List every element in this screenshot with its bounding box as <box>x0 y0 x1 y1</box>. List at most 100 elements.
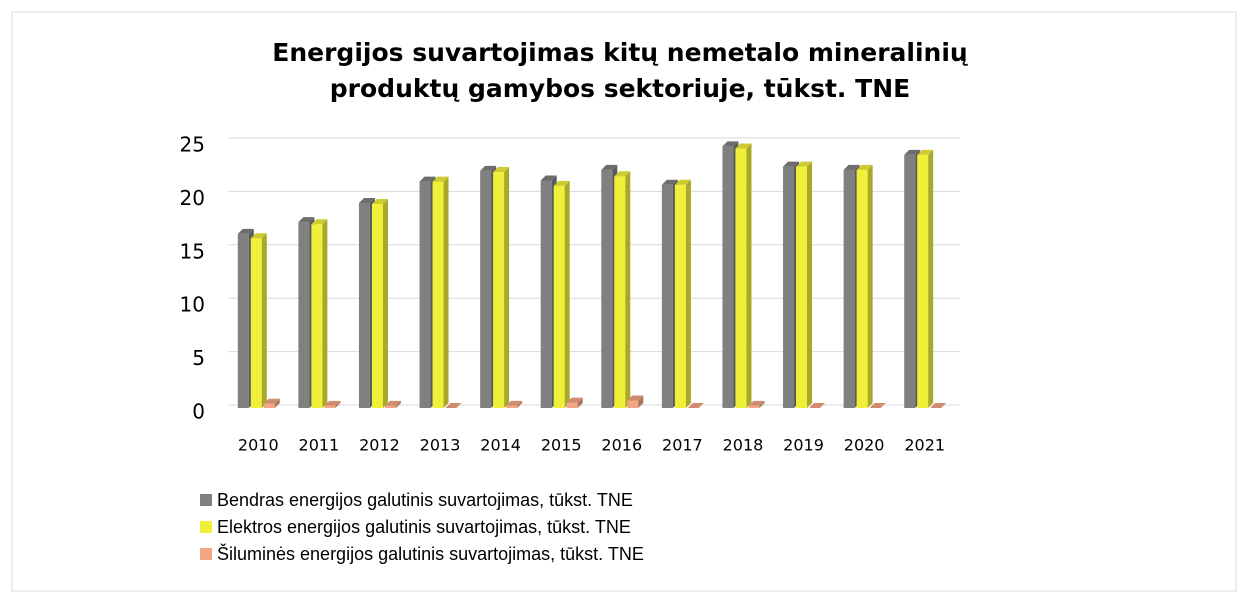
y-tick-label: 0 <box>192 400 205 424</box>
bar-top <box>930 403 947 408</box>
bar-side <box>867 164 873 408</box>
bar-front <box>263 403 275 408</box>
bar <box>809 403 826 409</box>
bar-front <box>856 169 868 408</box>
bar-front <box>661 184 673 408</box>
bar-side <box>685 179 691 408</box>
bar-front <box>904 154 916 408</box>
x-tick-label: 2014 <box>480 436 521 455</box>
bar-front <box>358 202 370 408</box>
bar-top <box>250 233 267 239</box>
legend-label: Elektros energijos galutinis suvartojima… <box>217 517 631 537</box>
bar <box>384 400 401 408</box>
bar <box>324 400 341 408</box>
legend-label: Šiluminės energijos galutinis suvartojim… <box>217 543 644 564</box>
x-tick-label: 2012 <box>359 436 400 455</box>
bar-top <box>722 141 739 147</box>
bar-top <box>627 395 644 401</box>
x-tick-label: 2019 <box>783 436 824 455</box>
bar <box>796 161 813 408</box>
y-tick-label: 25 <box>180 133 205 157</box>
bar-top <box>809 403 826 408</box>
bar-front <box>298 222 310 408</box>
y-tick-label: 15 <box>180 239 205 263</box>
bar-side <box>274 398 280 408</box>
bar-top <box>856 164 873 170</box>
bar-top <box>419 176 436 182</box>
bar-front <box>917 154 929 408</box>
bar-top <box>661 179 678 185</box>
bar-top <box>674 179 691 185</box>
bar <box>371 199 388 408</box>
x-tick-label: 2015 <box>541 436 582 455</box>
bar <box>917 149 934 408</box>
bar-top <box>384 400 401 406</box>
bar-top <box>358 197 375 203</box>
bar-top <box>493 166 510 172</box>
bar-front <box>371 204 383 408</box>
bar-front <box>601 169 613 408</box>
bar-top <box>237 228 254 234</box>
bar-front <box>506 405 518 408</box>
bar <box>263 398 280 408</box>
bar-side <box>807 161 813 408</box>
bar <box>856 164 873 408</box>
bar <box>493 166 510 408</box>
y-tick-label: 20 <box>180 186 205 210</box>
bar <box>674 179 691 408</box>
bar <box>748 400 765 408</box>
bar-front <box>419 181 431 408</box>
x-tick-label: 2020 <box>844 436 885 455</box>
bar-front <box>748 405 760 408</box>
legend-swatch <box>200 548 212 560</box>
bar-top <box>748 400 765 406</box>
bar-top <box>843 164 860 170</box>
bar-side <box>759 400 765 408</box>
bar-front <box>735 148 747 408</box>
bar-front <box>783 166 795 408</box>
bar <box>566 397 583 408</box>
y-tick-label: 5 <box>192 346 205 370</box>
legend-label: Bendras energijos galutinis suvartojimas… <box>217 490 633 510</box>
bar-front <box>796 166 808 408</box>
bar <box>627 395 644 408</box>
bar-top <box>432 176 449 182</box>
x-tick-label: 2011 <box>299 436 340 455</box>
bar-top <box>553 180 570 186</box>
bar-side <box>382 199 388 408</box>
bar-side <box>625 171 631 408</box>
bar-front <box>674 184 686 408</box>
legend-swatch <box>200 494 212 506</box>
bar-top <box>614 171 631 177</box>
bar-front <box>432 181 444 408</box>
bar <box>553 180 570 408</box>
bar-top <box>904 149 921 155</box>
bar-top <box>480 165 497 171</box>
bar-front <box>311 224 323 408</box>
bar <box>735 143 752 408</box>
bar-side <box>504 166 510 408</box>
bar-front <box>250 238 262 408</box>
x-tick-label: 2017 <box>662 436 703 455</box>
bar-top <box>687 403 704 408</box>
bar-top <box>735 143 752 149</box>
bar-side <box>577 397 583 408</box>
bar-front <box>540 180 552 408</box>
bar-side <box>564 180 570 408</box>
bar <box>445 403 462 409</box>
bar-top <box>601 164 618 170</box>
bar <box>250 233 267 408</box>
bar-front <box>843 169 855 408</box>
bar-top <box>917 149 934 155</box>
bar <box>506 400 523 408</box>
bar-top <box>311 219 328 225</box>
x-tick-label: 2016 <box>601 436 642 455</box>
bar-side <box>746 143 752 408</box>
bar <box>311 219 328 408</box>
bar-side <box>517 400 523 408</box>
bar-front <box>493 171 505 408</box>
bar <box>930 403 947 409</box>
bar-front <box>324 405 336 408</box>
